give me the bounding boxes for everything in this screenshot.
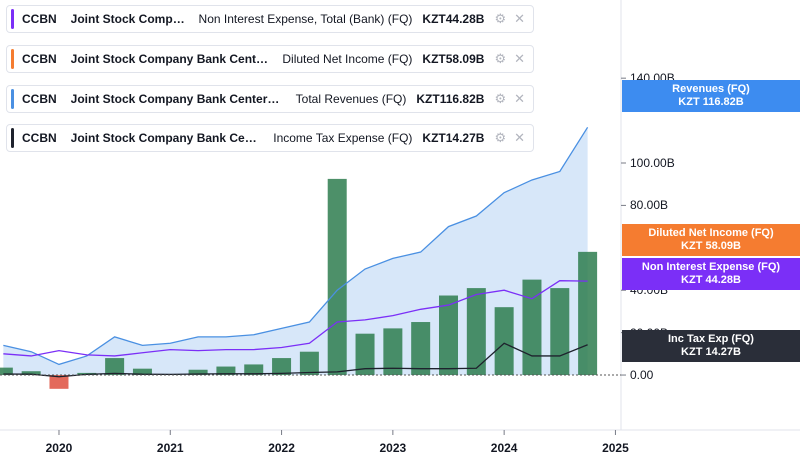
non-interest-expense-line: [3, 280, 588, 357]
x-tick-label: 2025: [602, 441, 629, 455]
x-tick-label: 2024: [490, 441, 518, 455]
net-income-bar: [578, 251, 598, 376]
legend-metric: Total Revenues (FQ): [295, 92, 407, 106]
net-income-bar: [439, 295, 458, 376]
price-label-non-interest-expense: Non Interest Expense (FQ) KZT 44.28B: [622, 258, 800, 290]
close-icon[interactable]: ✕: [514, 130, 525, 145]
legend-metric: Non Interest Expense, Total (Bank) (FQ): [198, 12, 413, 26]
net-income-bar: [411, 322, 431, 376]
net-income-bar: [105, 358, 125, 376]
revenue-line: [3, 126, 589, 366]
legend-ticker: CCBN: [22, 92, 57, 106]
gear-icon[interactable]: ⚙: [494, 51, 507, 66]
price-label-income-tax-expense: Inc Tax Exp (FQ) KZT 14.27B: [622, 330, 800, 362]
y-tick-label: 80.00B: [630, 198, 669, 213]
price-label-title: Non Interest Expense (FQ): [641, 261, 781, 273]
net-income-bar: [132, 368, 152, 376]
income-tax-expense-line: [3, 342, 588, 378]
net-income-bar: [355, 333, 375, 376]
legend-swatch: [11, 49, 14, 69]
legend-metric: Diluted Net Income (FQ): [282, 52, 413, 66]
gear-icon[interactable]: ⚙: [494, 91, 507, 106]
close-icon[interactable]: ✕: [514, 91, 525, 106]
legend-value: KZT116.82B: [416, 92, 485, 106]
legend-swatch: [11, 128, 14, 148]
legend-company: Joint Stock Company Bank CenterCredit: [70, 52, 273, 66]
net-income-bar: [494, 307, 514, 376]
x-tick-label: 2022: [268, 441, 295, 455]
price-label-title: Inc Tax Exp (FQ): [668, 333, 754, 345]
y-tick-label: 0.00: [630, 368, 654, 383]
legend-swatch: [11, 9, 14, 29]
price-label-value: KZT 14.27B: [681, 346, 741, 358]
x-axis-tick-marks: [58, 430, 616, 435]
close-icon[interactable]: ✕: [514, 51, 525, 66]
legend-row-diluted-net-income[interactable]: CCBN Joint Stock Company Bank CenterCred…: [6, 45, 534, 73]
gear-icon[interactable]: ⚙: [494, 11, 507, 26]
legend-swatch: [11, 89, 14, 109]
legend-ticker: CCBN: [22, 131, 57, 145]
net-income-bar: [327, 178, 347, 376]
legend-row-total-revenues[interactable]: CCBN Joint Stock Company Bank CenterCred…: [6, 85, 534, 113]
price-label-value: KZT 58.09B: [681, 240, 741, 252]
net-income-bar: [49, 375, 69, 389]
close-icon[interactable]: ✕: [514, 11, 525, 26]
legend-ticker: CCBN: [22, 12, 57, 26]
net-income-bar: [522, 279, 542, 376]
legend-ticker: CCBN: [22, 52, 57, 66]
net-income-bar: [299, 351, 319, 376]
price-label-value: KZT 44.28B: [681, 274, 741, 286]
legend-value: KZT44.28B: [422, 12, 485, 26]
gear-icon[interactable]: ⚙: [494, 130, 507, 145]
net-income-bar: [244, 364, 264, 376]
net-income-bar: [466, 288, 486, 376]
net-income-bar: [550, 288, 570, 376]
net-income-bar: [383, 328, 403, 376]
series-lines: [3, 126, 589, 378]
net-income-bar: [188, 369, 208, 376]
legend-value: KZT58.09B: [422, 52, 485, 66]
net-income-bar: [21, 371, 41, 376]
price-label-title: Revenues (FQ): [672, 83, 750, 95]
legend-row-non-interest-expense[interactable]: CCBN Joint Stock Company Bank CenterCred…: [6, 5, 534, 33]
legend-value: KZT14.27B: [422, 131, 485, 145]
x-tick-label: 2023: [379, 441, 407, 455]
x-tick-label: 2020: [45, 441, 73, 455]
net-income-bar: [272, 358, 292, 376]
price-label-title: Diluted Net Income (FQ): [648, 227, 774, 239]
legend-company: Joint Stock Company Bank CenterCredit: [70, 131, 264, 145]
legend-company: Joint Stock Company Bank CenterCredit: [70, 92, 286, 106]
legend-metric: Income Tax Expense (FQ): [273, 131, 413, 145]
price-label-revenues: Revenues (FQ) KZT 116.82B: [622, 80, 800, 112]
price-label-value: KZT 116.82B: [678, 96, 744, 108]
x-tick-label: 2021: [156, 441, 184, 455]
net-income-bar: [0, 367, 13, 376]
legend-row-income-tax-expense[interactable]: CCBN Joint Stock Company Bank CenterCred…: [6, 124, 534, 152]
price-label-diluted-net-income: Diluted Net Income (FQ) KZT 58.09B: [622, 224, 800, 256]
net-income-bar: [216, 366, 236, 376]
legend-company: Joint Stock Company Bank CenterCredit: [70, 12, 189, 26]
y-tick-label: 100.00B: [630, 155, 675, 170]
